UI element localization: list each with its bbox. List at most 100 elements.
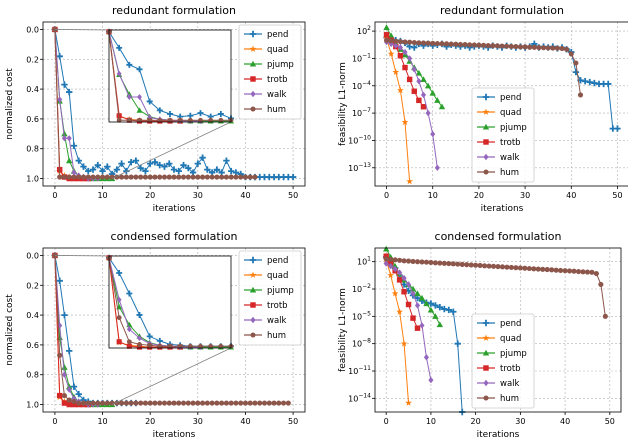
data-point-walk (61, 135, 67, 142)
inset-data-point-hum (157, 117, 163, 123)
data-point-hum (57, 352, 63, 358)
data-point-pend (199, 154, 206, 161)
data-point-hum (228, 174, 234, 180)
plot-frame (374, 247, 622, 413)
data-point-hum (414, 259, 421, 265)
data-point-quad (396, 308, 403, 315)
inset-data-point-pjump (136, 107, 143, 113)
data-point-hum (545, 45, 551, 51)
data-point-hum (185, 400, 191, 406)
series-line-walk (54, 255, 98, 405)
data-point-hum (133, 400, 139, 406)
data-point-hum (508, 264, 514, 270)
y-tick-label: 102 (357, 25, 371, 36)
data-point-hum (584, 269, 591, 275)
data-point-hum (383, 37, 390, 43)
data-point-hum (432, 260, 438, 266)
data-point-hum (152, 174, 158, 180)
data-point-hum (176, 174, 182, 180)
data-point-hum (95, 400, 101, 406)
data-point-hum (99, 174, 106, 180)
data-point-pjump (434, 97, 441, 103)
inset-data-point-hum (126, 339, 132, 345)
data-point-walk (388, 263, 394, 270)
legend-label-trotb: trotb (500, 138, 521, 148)
data-point-trotb (56, 392, 63, 399)
inset-data-point-pend (116, 269, 123, 276)
legend-marker-walk (483, 379, 489, 387)
data-point-pjump (420, 76, 427, 82)
data-point-hum (602, 313, 608, 319)
data-point-hum (285, 400, 291, 406)
chart-title: redundant formulation (112, 4, 236, 17)
y-tick-label: 10−4 (352, 80, 371, 91)
data-point-hum (441, 260, 447, 266)
data-point-pend (427, 300, 435, 307)
data-point-trotb (401, 289, 407, 295)
data-point-hum (147, 400, 153, 406)
x-tick-label: 10 (97, 417, 107, 426)
data-point-pend (127, 158, 135, 166)
data-point-hum (558, 267, 564, 273)
data-point-hum (453, 41, 459, 47)
data-point-trotb (397, 52, 404, 59)
data-point-hum (223, 400, 229, 406)
data-point-hum (434, 40, 440, 47)
data-point-quad (397, 86, 404, 94)
data-point-hum (541, 45, 547, 51)
data-point-hum (252, 174, 258, 180)
data-point-trotb (402, 64, 408, 71)
data-point-hum (482, 263, 488, 269)
data-point-hum (477, 262, 483, 269)
data-point-hum (161, 400, 168, 406)
data-point-hum (200, 400, 206, 406)
data-point-pend (175, 167, 182, 175)
data-point-hum (459, 261, 465, 267)
inset-frame (108, 255, 232, 349)
data-point-hum (161, 174, 168, 180)
data-point-hum (209, 174, 215, 180)
data-point-hum (405, 258, 412, 264)
data-point-hum (157, 400, 163, 406)
data-point-hum (388, 38, 394, 44)
data-point-hum (480, 42, 487, 48)
data-point-walk (61, 371, 67, 378)
data-point-pend (161, 163, 168, 170)
data-point-hum (564, 46, 570, 52)
data-point-pjump (436, 321, 444, 328)
data-point-pend (223, 157, 230, 164)
data-point-hum (52, 252, 58, 259)
inset-data-point-hum (218, 117, 224, 123)
series-line-walk (54, 29, 98, 179)
data-point-hum (577, 92, 584, 98)
y-tick-label: 1.0 (26, 401, 39, 410)
data-point-pend (213, 166, 221, 173)
x-tick-label: 40 (240, 417, 250, 426)
data-point-pend (454, 340, 461, 347)
y-tick-label: 10−14 (348, 392, 371, 403)
data-point-walk (423, 354, 429, 361)
data-point-pend (227, 167, 235, 175)
data-point-hum (397, 39, 403, 45)
data-point-hum (219, 400, 225, 406)
legend-marker-quad (482, 108, 490, 115)
y-axis-label: feasibility L1-norm (338, 62, 348, 146)
legend-marker-pend (249, 256, 257, 264)
inset-data-point-pend (146, 333, 153, 340)
data-point-pend (289, 173, 297, 181)
zoom-connector (111, 121, 232, 179)
inset-data-point-pend (116, 44, 123, 51)
x-tick-label: 20 (145, 417, 155, 426)
y-tick-label: 10−7 (352, 107, 371, 118)
legend-label-pend: pend (500, 319, 521, 329)
legend-label-walk: walk (500, 379, 520, 389)
data-point-hum (242, 400, 249, 406)
series-line-quad (385, 259, 409, 403)
data-point-hum (575, 268, 582, 275)
data-point-hum (76, 400, 82, 406)
legend-label-walk: walk (500, 153, 520, 163)
inset-data-point-hum (187, 343, 193, 349)
data-point-hum (109, 174, 115, 180)
data-point-walk (401, 274, 407, 282)
data-point-hum (531, 44, 537, 50)
